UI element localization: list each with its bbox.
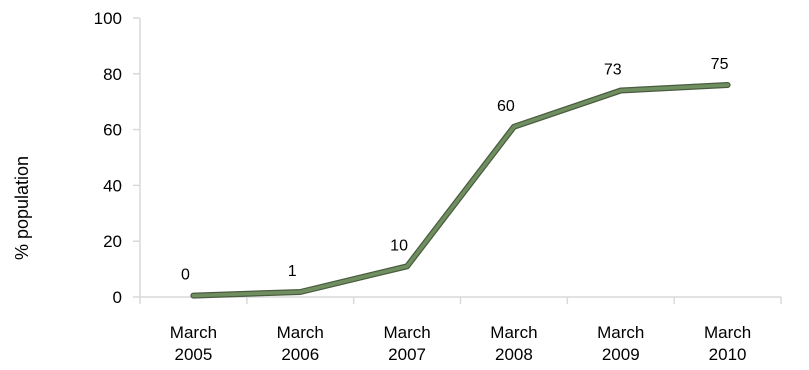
data-label: 10 <box>390 237 408 254</box>
x-tick-label: March 2007 <box>383 323 430 364</box>
y-tick-label: 40 <box>103 176 122 195</box>
series-line-outline <box>193 85 727 296</box>
x-tick-label: March 2010 <box>704 323 751 364</box>
data-label: 0 <box>181 267 190 284</box>
series-line <box>193 85 727 296</box>
y-axis: 0 20 40 60 80 100 <box>94 9 140 307</box>
data-label: 73 <box>604 62 622 79</box>
x-tick-label: March 2008 <box>490 323 537 364</box>
y-tick-label: 20 <box>103 232 122 251</box>
x-tick-label: March 2009 <box>597 323 644 364</box>
x-tick-label: March 2005 <box>170 323 217 364</box>
y-tick-label: 80 <box>103 65 122 84</box>
y-tick-label: 100 <box>94 9 122 28</box>
y-tick-label: 0 <box>113 288 122 307</box>
x-axis: March 2005 March 2006 March 2007 March 2008 Marc… <box>140 297 781 364</box>
x-tick-label: March 2006 <box>277 323 324 364</box>
y-tick-label: 60 <box>103 121 122 140</box>
y-axis-title: % population <box>12 156 32 260</box>
data-label: 1 <box>288 263 297 280</box>
series-layer <box>193 85 727 296</box>
data-label: 75 <box>711 56 729 73</box>
data-label: 60 <box>497 98 515 115</box>
